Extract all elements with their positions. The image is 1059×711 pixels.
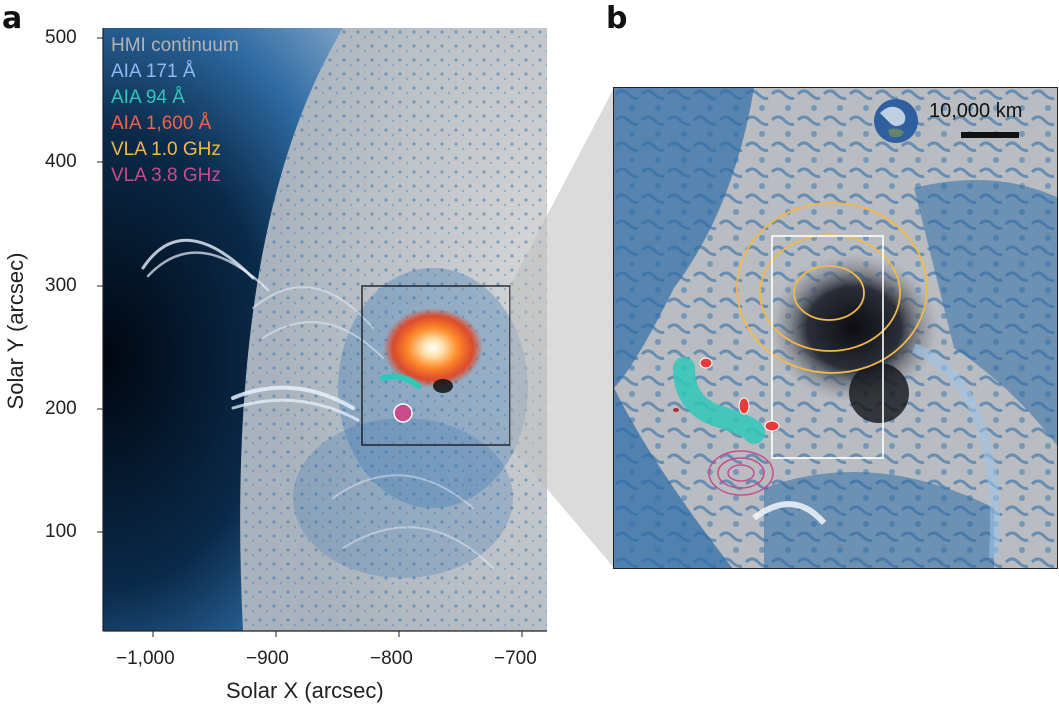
aia-94-loop	[673, 357, 765, 444]
y-tick-label: 300	[45, 275, 77, 296]
aia-94-emission	[380, 373, 421, 389]
y-tick-label: 500	[45, 27, 77, 48]
y-tick-label: 200	[45, 398, 77, 419]
vla-3-8ghz-contours	[708, 450, 774, 496]
aia-1600-kernels	[673, 357, 780, 432]
scale-bar	[961, 132, 1019, 138]
legend-item: VLA 1.0 GHz	[111, 139, 221, 160]
x-tick-label: −1,000	[116, 648, 175, 669]
legend-item: AIA 171 Å	[111, 61, 196, 82]
legend-item: VLA 3.8 GHz	[111, 165, 221, 186]
legend-item: AIA 94 Å	[111, 87, 185, 108]
sunspot	[769, 253, 939, 403]
panel-a-label: a	[2, 1, 23, 36]
y-tick-label: 100	[45, 521, 77, 542]
vla-3-8ghz-source	[393, 403, 413, 423]
zoomed-active-region	[614, 88, 1057, 568]
legend: HMI continuum AIA 171 Å AIA 94 Å AIA 1,6…	[111, 33, 239, 189]
x-tick-label: −800	[370, 648, 413, 669]
panel-a-image	[103, 28, 547, 631]
solar-disk-composite	[103, 28, 547, 631]
legend-item: HMI continuum	[111, 35, 239, 56]
y-axis-title: Solar Y (arcsec)	[3, 252, 28, 410]
x-tick-label: −900	[246, 648, 289, 669]
coronal-loops	[141, 238, 494, 569]
panel-b-image	[613, 87, 1058, 569]
vla-1ghz-contours	[736, 202, 928, 374]
inner-box	[771, 235, 884, 459]
earth-icon	[874, 99, 918, 143]
panel-b-label: b	[606, 1, 628, 36]
legend-item: AIA 1,600 Å	[111, 113, 212, 134]
scale-bar-label: 10,000 km	[929, 100, 1023, 122]
aia-1600-flare	[383, 308, 483, 388]
y-tick-label: 400	[45, 151, 77, 172]
x-tick-label: −700	[494, 648, 537, 669]
x-axis-title: Solar X (arcsec)	[226, 678, 384, 703]
